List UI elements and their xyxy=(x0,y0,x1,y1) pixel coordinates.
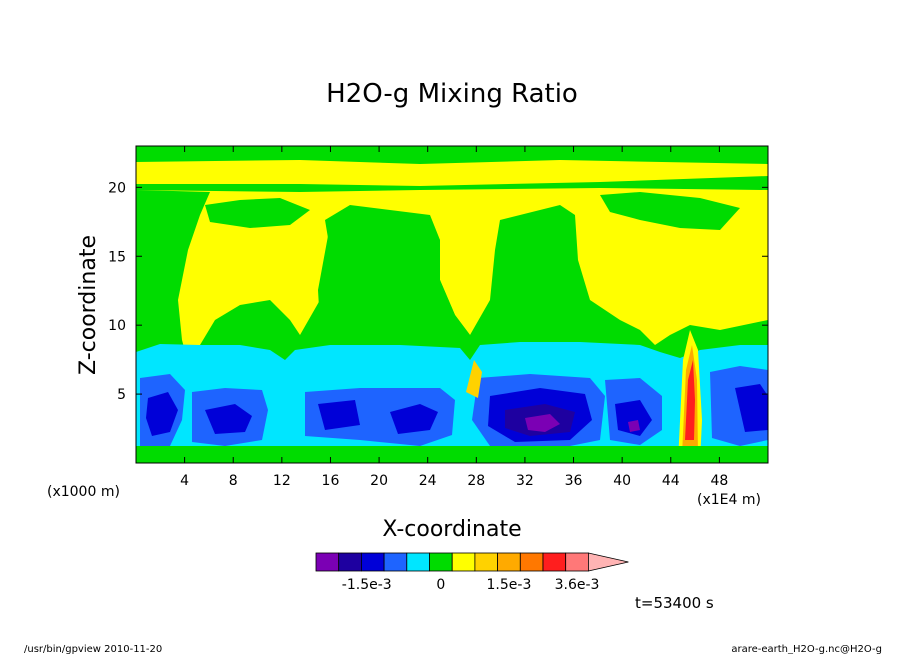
field-darkblue-core-2 xyxy=(205,404,252,434)
y-tick-label: 10 xyxy=(108,318,126,334)
colorbar-segment xyxy=(474,552,498,572)
y-axis: 5 10 15 20 xyxy=(108,180,768,403)
colorbar-arrow xyxy=(588,552,629,572)
colorbar-label: 3.6e-3 xyxy=(555,577,600,593)
colorbar-segment xyxy=(497,552,521,572)
x-tick-label: 16 xyxy=(322,473,340,489)
x-tick-label: 28 xyxy=(467,473,485,489)
colorbar-segment xyxy=(383,552,408,572)
field-purple-core-2 xyxy=(628,420,640,432)
colorbar-segment xyxy=(565,552,589,572)
footer-left: /usr/bin/gpview 2010-11-20 xyxy=(24,644,162,654)
field-green-patch-d xyxy=(490,232,600,340)
field-orange-plume-small xyxy=(466,360,482,398)
colorbar-segment xyxy=(360,552,385,572)
x-tick-label: 24 xyxy=(419,473,437,489)
colorbar-segment xyxy=(429,552,453,572)
colorbar-segment xyxy=(542,552,567,572)
field-darkblue-core-4 xyxy=(390,404,438,434)
x-tick-label: 36 xyxy=(565,473,583,489)
x-tick-label: 4 xyxy=(180,473,189,489)
chart-title: H2O-g Mixing Ratio xyxy=(326,79,578,109)
y-tick-label: 15 xyxy=(108,249,126,265)
colorbar-segment xyxy=(451,552,476,572)
x-tick-label: 40 xyxy=(613,473,631,489)
field-darkblue-core-1 xyxy=(146,392,178,436)
x-tick-label: 44 xyxy=(662,473,680,489)
time-label: t=53400 s xyxy=(635,594,714,612)
field-upper-yellow-band xyxy=(136,160,768,186)
field-green-patch-a xyxy=(205,198,310,228)
field-darkblue-core-6 xyxy=(615,400,652,436)
field-purple-core-1 xyxy=(525,414,560,432)
colorbar-label: 0 xyxy=(436,577,445,593)
field-column-red xyxy=(685,360,695,440)
plot-area xyxy=(136,146,768,463)
field-green-patch-c xyxy=(318,215,470,342)
plot-frame xyxy=(135,145,769,464)
x-tick-label: 12 xyxy=(273,473,291,489)
x-tick-label: 48 xyxy=(710,473,728,489)
colorbar-segment xyxy=(338,552,362,572)
colorbar: -1.5e-3 0 1.5e-3 3.6e-3 xyxy=(315,552,629,593)
colorbar-segment xyxy=(406,552,430,572)
field-green-patch-b xyxy=(600,192,740,230)
colorbar-segment xyxy=(519,552,544,572)
x-tick-label: 8 xyxy=(229,473,238,489)
y-axis-label: Z-coordinate xyxy=(76,235,101,375)
x-unit-left: (x1000 m) xyxy=(47,484,120,500)
y-tick-label: 5 xyxy=(117,387,126,403)
colorbar-label: -1.5e-3 xyxy=(342,577,392,593)
y-tick-label: 20 xyxy=(108,180,126,196)
colorbar-segment xyxy=(315,552,340,572)
x-axis-label: X-coordinate xyxy=(382,517,521,542)
x-unit-right: (x1E4 m) xyxy=(697,492,761,508)
field-bottom-strip xyxy=(136,446,768,463)
x-tick-label: 20 xyxy=(370,473,388,489)
field-yellow-left xyxy=(136,188,768,370)
x-axis: 4 8 12 16 20 24 28 32 36 40 44 48 xyxy=(180,146,728,489)
footer-right: arare-earth_H2O-g.nc@H2O-g xyxy=(731,644,882,654)
field-darkblue-core-3 xyxy=(318,400,360,430)
field-darkblue-core-7 xyxy=(735,384,768,432)
colorbar-label: 1.5e-3 xyxy=(487,577,532,593)
x-tick-label: 32 xyxy=(516,473,534,489)
